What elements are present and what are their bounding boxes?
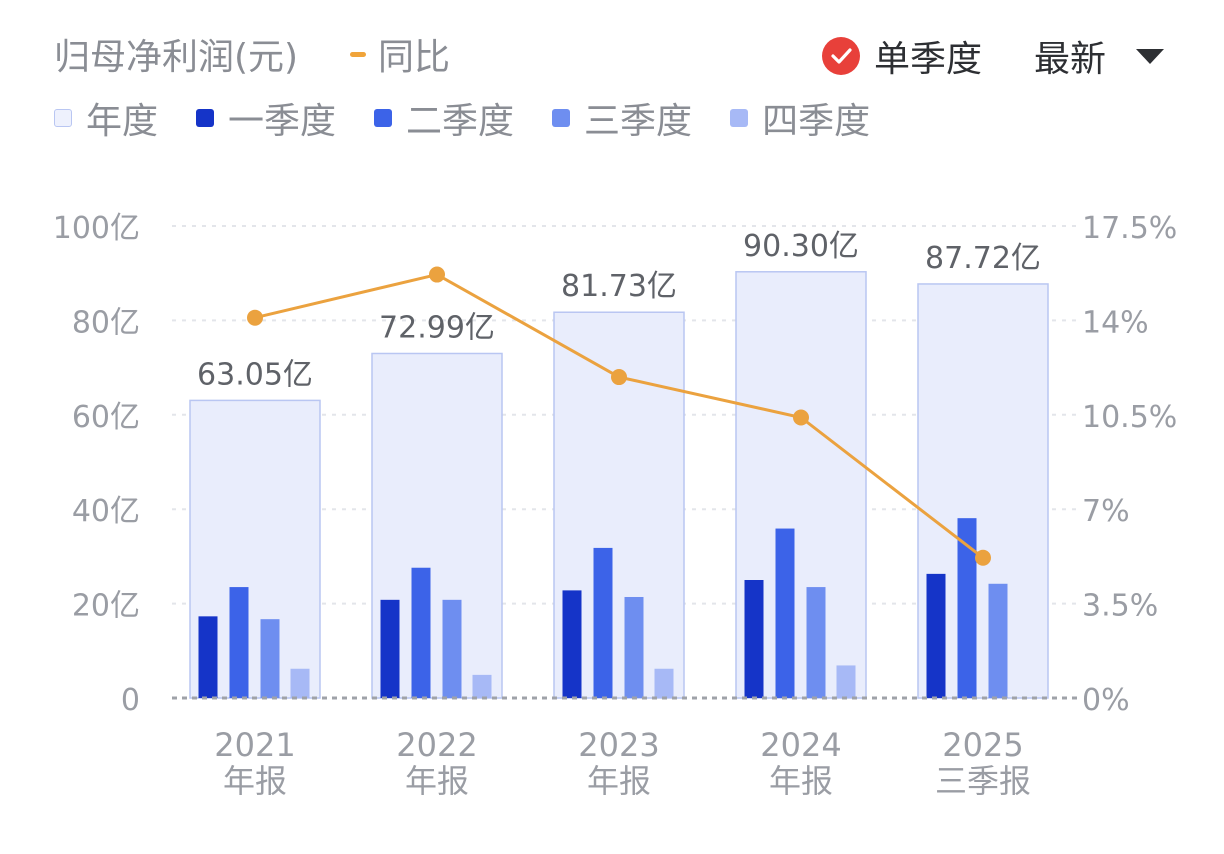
quarter-bar [744,580,764,698]
check-icon [822,37,860,75]
quarter-bar [562,590,582,698]
x-tick-label-year: 2024 [760,726,841,764]
legend-label: 年度 [86,101,159,142]
latest-dropdown[interactable]: 最新 [1034,30,1165,82]
annual-value-label: 72.99亿 [379,310,495,345]
quarter-bar [775,528,795,698]
quarter-bar [260,619,280,698]
legend-label: 一季度 [228,101,337,142]
quarter-bar [624,596,644,698]
yoy-label: 同比 [378,37,451,78]
yoy-point [247,309,263,326]
yoy-point [975,549,991,566]
yoy-point [429,266,445,283]
legend-item-q1: 一季度 [196,92,336,144]
series-legend: 年度 一季度 二季度 三季度 四季度 [54,92,908,144]
chart-title: 归母净利润(元) [54,37,299,78]
x-tick-label-period: 年报 [769,762,833,800]
x-tick-label-year: 2023 [578,726,659,764]
single-quarter-label: 单季度 [874,39,983,80]
y-right-tick-label: 14% [1082,305,1149,340]
y-left-tick-label: 60亿 [72,400,140,435]
yoy-point [793,409,809,426]
y-right-tick-label: 17.5% [1082,211,1177,246]
quarter-bar [806,587,826,698]
y-left-tick-label: 40亿 [72,494,140,529]
legend-swatch [552,109,571,127]
line-legend-marker [350,51,366,57]
x-tick-label-year: 2021 [214,726,295,764]
quarter-bar [988,583,1008,698]
yoy-point [611,369,627,386]
x-tick-label-year: 2022 [396,726,477,764]
quarter-bar [380,599,400,698]
legend-swatch [54,109,72,127]
annual-value-label: 87.72亿 [925,241,1041,276]
x-tick-label-period: 年报 [405,762,469,800]
legend-label: 三季度 [584,101,693,142]
quarter-bar [198,616,218,698]
y-left-tick-label: 80亿 [72,305,140,340]
quarter-bar [654,668,674,698]
quarter-bar [411,567,431,698]
x-tick-label-period: 年报 [587,762,651,800]
y-left-tick-label: 20亿 [72,589,140,624]
annual-value-label: 81.73亿 [561,269,677,304]
legend-item-q3: 三季度 [552,92,692,144]
yoy-legend: 同比 [350,28,450,80]
legend-swatch [196,109,215,127]
latest-label: 最新 [1034,39,1107,80]
quarter-bar [926,573,946,698]
legend-label: 二季度 [406,101,515,142]
quarter-bar [442,599,462,698]
annual-value-label: 63.05亿 [197,357,313,392]
y-left-tick-label: 100亿 [53,211,140,246]
x-tick-label-year: 2025 [942,726,1023,764]
y-right-tick-label: 0% [1082,683,1130,718]
quarter-bar [229,587,249,698]
legend-item-annual: 年度 [54,92,158,144]
quarter-bar [593,547,613,698]
quarter-bar [836,665,856,698]
legend-swatch [374,109,393,127]
chart-header: 归母净利润(元) 同比 单季度 最新 年度 一季度 二季度 三季度 [0,0,1224,150]
y-right-tick-label: 10.5% [1082,400,1177,435]
legend-item-q2: 二季度 [374,92,514,144]
legend-item-q4: 四季度 [730,92,870,144]
chevron-down-icon [1136,48,1165,64]
x-tick-label-period: 年报 [223,762,287,800]
quarter-bar [957,518,977,698]
x-tick-label-period: 三季报 [935,762,1031,800]
legend-label: 四季度 [762,101,871,142]
annual-value-label: 90.30亿 [743,229,859,264]
y-right-tick-label: 3.5% [1082,589,1158,624]
quarter-bar [472,674,492,698]
y-right-tick-label: 7% [1082,494,1130,529]
y-left-tick-label: 0 [121,683,140,718]
quarter-bar [290,668,310,698]
single-quarter-toggle[interactable]: 单季度 [822,30,982,82]
legend-swatch [730,109,749,127]
